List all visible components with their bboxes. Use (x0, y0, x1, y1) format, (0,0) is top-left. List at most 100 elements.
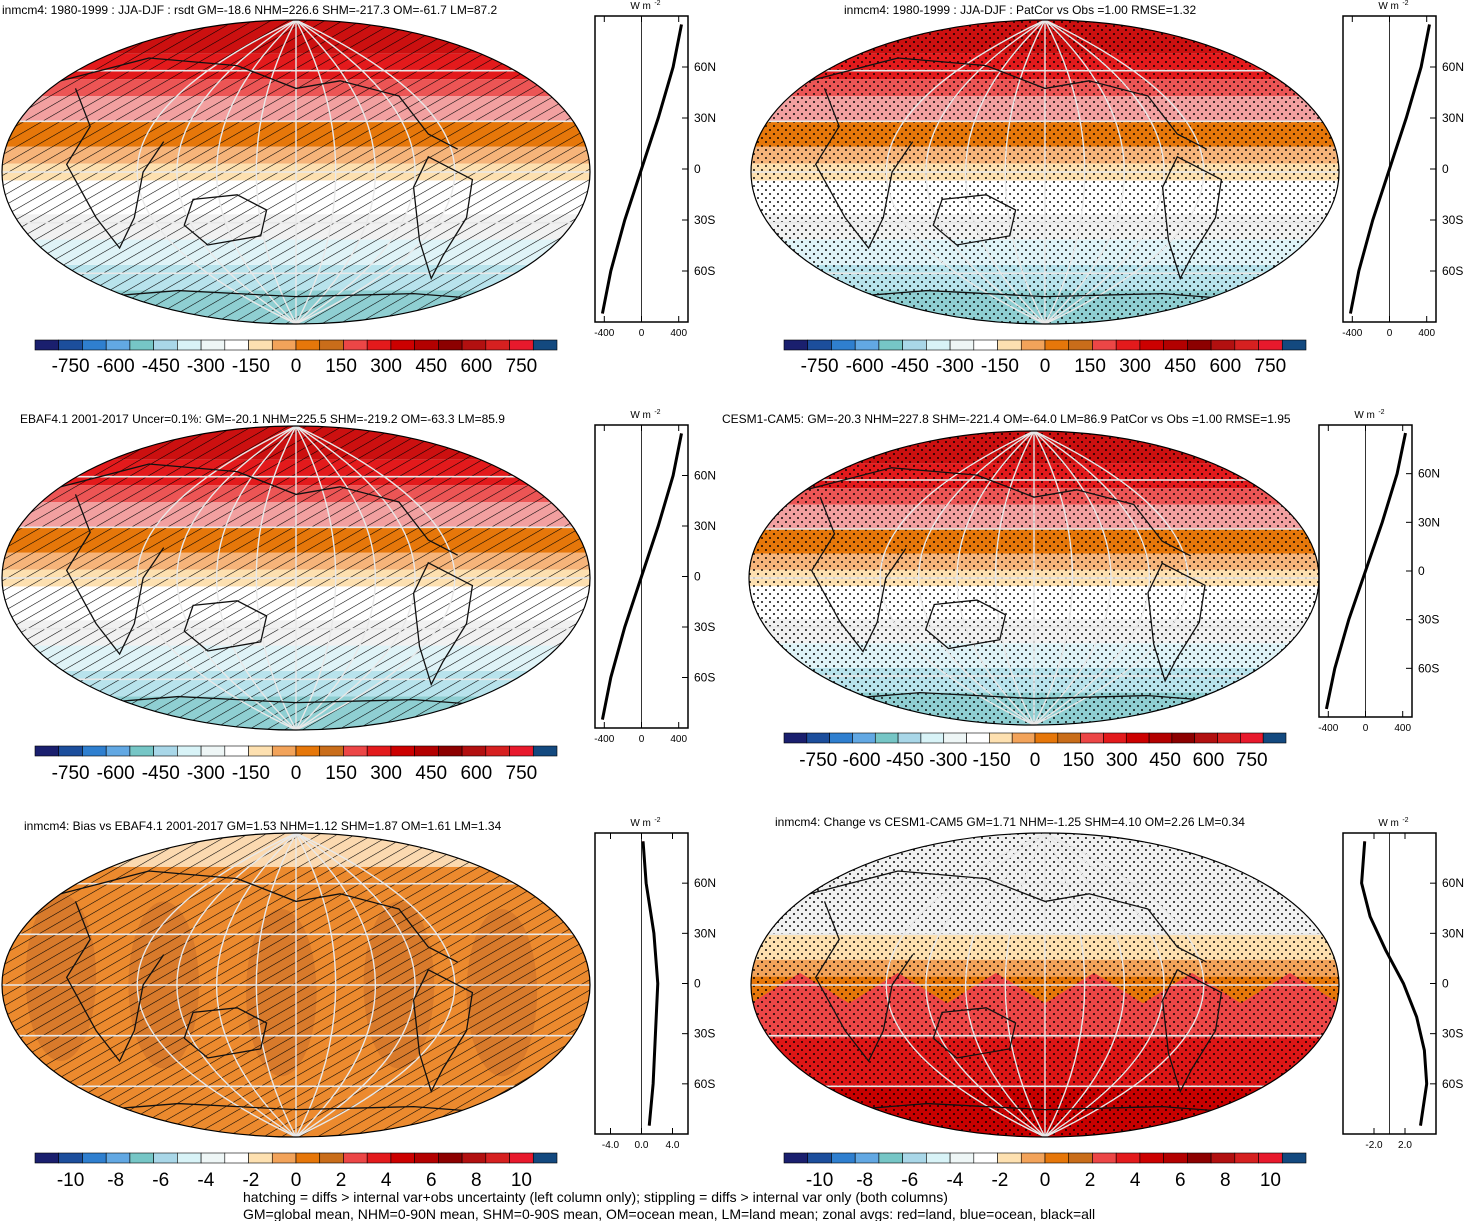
meridian-line (215, 426, 297, 730)
meridian-line (295, 426, 377, 730)
colorbar-swatch (82, 1152, 107, 1164)
coast-northern (60, 463, 458, 556)
lat-label: 30S (1442, 213, 1463, 227)
x-tick-label: 2.0 (1398, 1140, 1412, 1151)
zonal-curve-all (1348, 24, 1431, 314)
meridian-line (1044, 833, 1126, 1137)
colorbar-swatch (902, 339, 927, 351)
colorbar-swatch (1034, 732, 1059, 744)
colorbar-swatch (414, 745, 439, 757)
meridian-line (925, 833, 1046, 1137)
colorbar-swatch (878, 339, 903, 351)
coast-antarctica (46, 1102, 532, 1117)
colorbar-swatch (997, 339, 1022, 351)
colorbar-swatch (438, 745, 463, 757)
colorbar-label: 0 (1040, 1170, 1051, 1191)
colorbar-swatch (1020, 1152, 1046, 1164)
colorbar-label: -4 (197, 1170, 214, 1191)
colorbar-swatch (34, 745, 60, 757)
coast-australia (932, 194, 1017, 246)
colorbar-swatch (807, 1152, 832, 1164)
colorbar-label: 300 (370, 356, 402, 377)
colorbar-swatch (1187, 1152, 1212, 1164)
colorbar-label: -300 (187, 356, 225, 377)
colorbar-swatch (129, 339, 154, 351)
colorbar-swatch (1125, 732, 1150, 744)
colorbar-swatch (485, 745, 510, 757)
coastlines (46, 870, 532, 1117)
lat-label: 0 (694, 162, 701, 176)
meridian-line (295, 426, 456, 730)
colorbar-swatch (177, 1152, 202, 1164)
meridian-line (136, 20, 297, 324)
colorbar-label: -750 (801, 356, 839, 377)
coast-northern (60, 57, 458, 150)
colorbar-label: 750 (1255, 356, 1287, 377)
colorbar-swatch (1020, 339, 1046, 351)
colorbar-label: 300 (1106, 750, 1138, 771)
colorbar-swatch (438, 1152, 463, 1164)
colorbar-label: -10 (57, 1170, 84, 1191)
zonal-plot-d: W m -2 60N 30N 0 30S 60S -400 0 400 (1318, 409, 1440, 734)
colorbar-swatch (1187, 339, 1212, 351)
units-exponent: -2 (1402, 0, 1408, 7)
lat-label: 60S (1442, 264, 1463, 278)
meridian-line (136, 426, 297, 730)
colorbar-f: -10 -8 -6 -4 -2 0 2 4 6 8 10 (783, 1152, 1307, 1191)
panel-f-title: inmcm4: Change vs CESM1-CAM5 GM=1.71 NHM… (775, 815, 1245, 829)
colorbar-label: 4 (381, 1170, 392, 1191)
colorbar-label: -150 (973, 750, 1011, 771)
lat-label: 0 (694, 570, 701, 584)
meridian-line (917, 431, 1035, 725)
coast-antarctica (791, 692, 1263, 706)
colorbar-swatch (82, 339, 107, 351)
lat-label: 30S (694, 213, 715, 227)
coast-australia (183, 1007, 268, 1059)
x-tick-label: -400 (594, 734, 614, 745)
lat-label: 30N (694, 926, 716, 940)
colorbar-swatch (949, 1152, 975, 1164)
panel-e: inmcm4: Bias vs EBAF4.1 2001-2017 GM=1.5… (1, 817, 716, 1191)
colorbar-label: -600 (843, 750, 881, 771)
colorbar-label: 750 (1236, 750, 1268, 771)
colorbar-label: 450 (415, 356, 447, 377)
coast-antarctica (46, 695, 532, 710)
zonal-curve-land (1360, 841, 1428, 1126)
colorbar-swatch (461, 1152, 487, 1164)
zonal-curve-all (1360, 841, 1429, 1126)
colorbar-label: 600 (460, 356, 492, 377)
colorbar-swatch (1217, 732, 1241, 744)
x-tick-label: 400 (670, 328, 687, 339)
meridian-line (1044, 833, 1205, 1137)
colorbar-swatch (1163, 339, 1188, 351)
colorbar-label: -150 (232, 356, 270, 377)
colorbar-swatch (1103, 732, 1127, 744)
colorbar-swatch (200, 339, 226, 351)
meridian-line (994, 431, 1035, 725)
colorbar-swatch (829, 732, 853, 744)
colorbar-label: -450 (142, 356, 180, 377)
x-tick-label: 400 (1418, 328, 1435, 339)
colorbar-swatch (831, 339, 856, 351)
meridian-line (215, 20, 297, 324)
lat-label: 60N (694, 469, 716, 483)
colorbar-swatch (461, 745, 487, 757)
colorbar-swatch (343, 1152, 368, 1164)
units-label: W m (1354, 410, 1375, 421)
colorbar-label: 450 (1149, 750, 1181, 771)
map-outline (1, 832, 591, 1138)
colorbar-swatch (973, 339, 998, 351)
colorbar-swatch (129, 1152, 154, 1164)
zonal-curve-all (600, 24, 683, 314)
lat-label: 60S (694, 671, 715, 685)
colorbar-label: 450 (1164, 356, 1196, 377)
colorbar-swatch (1139, 339, 1164, 351)
colorbar-label: 600 (1193, 750, 1225, 771)
panel-c-title: EBAF4.1 2001-2017 Uncer=0.1%: GM=-20.1 N… (20, 412, 505, 426)
x-tick-label: 0 (1387, 328, 1393, 339)
lat-label: 0 (1442, 162, 1449, 176)
colorbar-label: 150 (325, 356, 357, 377)
colorbar-d: -750 -600 -450 -300 -150 0 150 300 450 600 750 (783, 732, 1287, 771)
coastlines (795, 57, 1281, 304)
colorbar-swatch (920, 732, 945, 744)
